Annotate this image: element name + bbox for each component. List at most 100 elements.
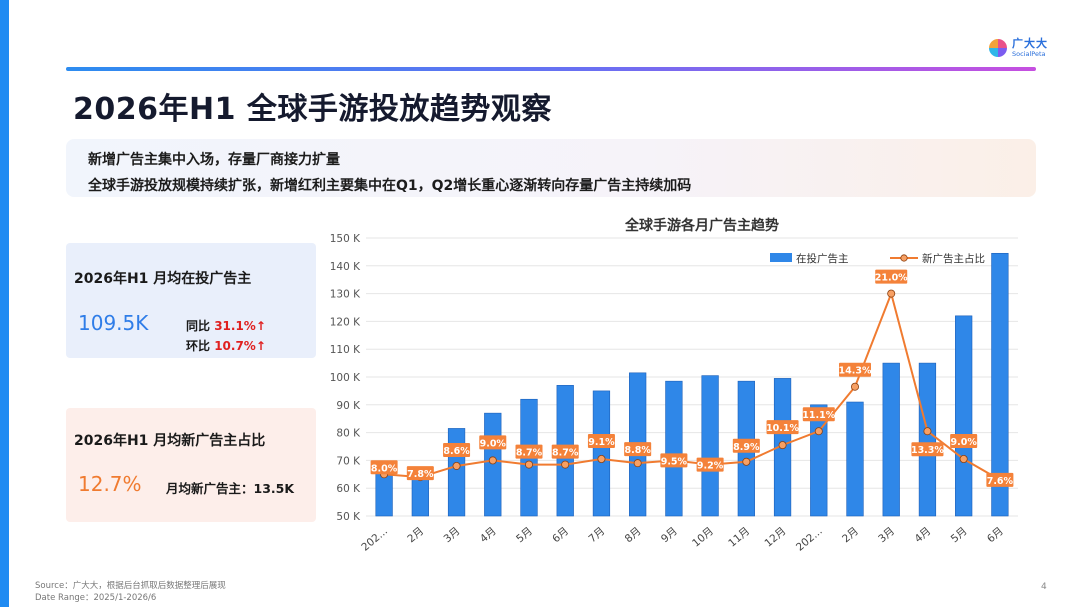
share-label-box bbox=[839, 362, 871, 377]
title-divider bbox=[66, 67, 1036, 71]
chart-title: 全球手游各月广告主趋势 bbox=[624, 217, 779, 234]
x-tick-label: 3月 bbox=[442, 525, 463, 545]
bar bbox=[918, 362, 937, 517]
share-label-box bbox=[479, 435, 507, 450]
legend-bar-label: 在投广告主 bbox=[796, 252, 849, 265]
bar bbox=[991, 252, 1009, 517]
x-tick-label: 2月 bbox=[840, 525, 861, 545]
share-label-box bbox=[875, 269, 908, 284]
mom-label: 环比 bbox=[186, 339, 211, 353]
share-data-label: 8.6% bbox=[443, 446, 470, 457]
x-tick-label: 8月 bbox=[623, 525, 644, 545]
share-point bbox=[524, 460, 533, 469]
bar bbox=[955, 315, 973, 517]
card-title: 2026年H1 月均新广告主占比 bbox=[74, 433, 266, 449]
logo-name-en: SocialPeta bbox=[1012, 50, 1046, 59]
x-tick-label: 12月 bbox=[762, 525, 788, 550]
y-tick-label: 90 K bbox=[336, 400, 361, 412]
share-label-box bbox=[587, 434, 615, 449]
share-data-label: 13.3% bbox=[911, 445, 944, 456]
summary-line-1: 新增广告主集中入场，存量厂商接力扩量 bbox=[88, 152, 340, 168]
x-tick-label: 6月 bbox=[550, 525, 571, 545]
y-tick-label: 140 K bbox=[330, 261, 361, 273]
summary-box: 新增广告主集中入场，存量厂商接力扩量 全球手游投放规模持续扩张，新增红利主要集中… bbox=[66, 139, 1036, 197]
share-data-label: 9.0% bbox=[480, 438, 507, 449]
x-tick-label: 202... bbox=[794, 525, 825, 554]
bar bbox=[701, 375, 719, 517]
x-tick-label: 202... bbox=[359, 525, 390, 554]
share-line bbox=[384, 290, 1001, 481]
share-point bbox=[452, 461, 461, 470]
share-data-label: 9.1% bbox=[588, 437, 615, 448]
y-tick-label: 70 K bbox=[336, 455, 361, 467]
bar bbox=[846, 401, 864, 517]
share-data-label: 9.5% bbox=[661, 456, 688, 467]
share-point bbox=[742, 457, 751, 466]
share-data-label: 8.9% bbox=[733, 442, 760, 453]
share-point bbox=[959, 455, 968, 464]
share-data-label: 8.7% bbox=[552, 448, 579, 459]
legend-line-label: 新广告主占比 bbox=[922, 252, 985, 265]
x-tick-label: 2月 bbox=[405, 525, 426, 545]
share-point bbox=[887, 289, 896, 298]
new-advertisers-card: 2026年H1 月均新广告主占比 12.7% 月均新广告主：13.5K bbox=[66, 408, 316, 522]
share-data-label: 10.1% bbox=[766, 423, 799, 434]
share-label-box bbox=[660, 453, 688, 468]
share-data-label: 9.0% bbox=[950, 437, 977, 448]
x-tick-label: 3月 bbox=[876, 525, 897, 545]
source-note: Source：广大大，根据后台抓取后数据整理后展现 bbox=[35, 581, 226, 591]
y-tick-label: 80 K bbox=[336, 428, 361, 440]
bar bbox=[810, 404, 828, 517]
share-label-box bbox=[950, 434, 978, 449]
share-point bbox=[597, 455, 606, 464]
bar bbox=[484, 412, 502, 517]
share-label-box bbox=[911, 442, 944, 457]
share-point bbox=[851, 382, 860, 391]
x-tick-label: 4月 bbox=[478, 525, 499, 545]
legend-bar-swatch bbox=[770, 253, 792, 262]
share-label-box bbox=[551, 444, 579, 459]
share-point bbox=[561, 460, 570, 469]
logo-name-cn: 广大大 bbox=[1012, 37, 1048, 51]
legend-line-marker bbox=[900, 254, 908, 262]
share-label-box bbox=[443, 442, 471, 457]
new-advertiser-share-value: 12.7% bbox=[78, 472, 142, 496]
x-tick-label: 5月 bbox=[514, 525, 535, 545]
share-point bbox=[633, 459, 642, 468]
y-tick-label: 150 K bbox=[330, 233, 361, 245]
share-data-label: 8.0% bbox=[371, 463, 398, 474]
avg-new-advertisers: 月均新广告主：13.5K bbox=[166, 481, 295, 496]
x-tick-label: 4月 bbox=[912, 525, 933, 545]
share-label-box bbox=[370, 460, 398, 475]
share-data-label: 11.1% bbox=[802, 410, 835, 421]
logo: 广大大 SocialPeta bbox=[988, 38, 1048, 58]
x-tick-label: 7月 bbox=[586, 525, 607, 545]
share-point bbox=[814, 427, 823, 436]
share-label-box bbox=[986, 472, 1014, 487]
y-tick-label: 50 K bbox=[336, 511, 361, 523]
date-range: Date Range：2025/1-2026/6 bbox=[35, 593, 157, 603]
bar bbox=[447, 428, 466, 517]
share-label-box bbox=[624, 442, 652, 457]
x-tick-label: 5月 bbox=[949, 525, 970, 545]
share-data-label: 7.8% bbox=[407, 469, 434, 480]
share-label-box bbox=[696, 457, 724, 472]
y-tick-label: 120 K bbox=[330, 316, 361, 328]
page-number: 4 bbox=[1041, 582, 1047, 592]
summary-line-2: 全球手游投放规模持续扩张，新增红利主要集中在Q1，Q2增长重心逐渐转向存量广告主… bbox=[88, 178, 692, 194]
x-tick-label: 6月 bbox=[985, 525, 1006, 545]
share-label-box bbox=[732, 438, 760, 453]
share-label-box bbox=[515, 444, 543, 459]
share-data-label: 21.0% bbox=[875, 273, 908, 284]
y-tick-label: 100 K bbox=[330, 372, 361, 384]
x-tick-label: 11月 bbox=[726, 525, 752, 550]
left-accent-stripe bbox=[0, 0, 9, 607]
yoy-label: 同比 bbox=[186, 319, 211, 333]
share-point bbox=[923, 427, 932, 436]
yoy-stat: 同比 31.1%↑ bbox=[186, 317, 266, 334]
x-tick-label: 9月 bbox=[659, 525, 680, 545]
y-tick-label: 110 K bbox=[330, 344, 361, 356]
footer: Source：广大大，根据后台抓取后数据整理后展现 Date Range：202… bbox=[35, 580, 226, 604]
share-label-box bbox=[802, 407, 835, 422]
bar bbox=[592, 390, 611, 517]
